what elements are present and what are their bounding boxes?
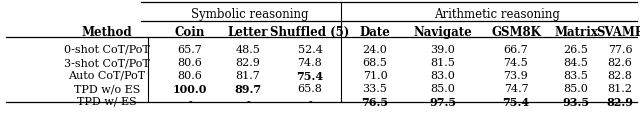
Text: 74.7: 74.7 <box>504 84 528 94</box>
Text: SVAMP: SVAMP <box>596 26 640 39</box>
Text: 65.8: 65.8 <box>298 84 323 94</box>
Text: 83.5: 83.5 <box>564 71 588 81</box>
Text: 85.0: 85.0 <box>564 84 588 94</box>
Text: 74.5: 74.5 <box>504 58 529 68</box>
Text: 100.0: 100.0 <box>173 84 207 95</box>
Text: 84.5: 84.5 <box>564 58 588 68</box>
Text: 81.5: 81.5 <box>431 58 456 68</box>
Text: 77.6: 77.6 <box>608 45 632 55</box>
Text: Method: Method <box>82 26 132 39</box>
Text: -: - <box>308 97 312 107</box>
Text: 39.0: 39.0 <box>431 45 456 55</box>
Text: Letter: Letter <box>228 26 268 39</box>
Text: 33.5: 33.5 <box>363 84 387 94</box>
Text: 26.5: 26.5 <box>564 45 588 55</box>
Text: 97.5: 97.5 <box>429 97 456 108</box>
Text: 75.4: 75.4 <box>296 71 324 82</box>
Text: Matrix: Matrix <box>554 26 598 39</box>
Text: 52.4: 52.4 <box>298 45 323 55</box>
Text: Date: Date <box>360 26 390 39</box>
Text: 81.7: 81.7 <box>236 71 260 81</box>
Text: Coin: Coin <box>175 26 205 39</box>
Text: 82.6: 82.6 <box>607 58 632 68</box>
Text: 93.5: 93.5 <box>563 97 589 108</box>
Text: 75.4: 75.4 <box>502 97 529 108</box>
Text: 82.8: 82.8 <box>607 71 632 81</box>
Text: 81.2: 81.2 <box>607 84 632 94</box>
Text: -: - <box>188 97 192 107</box>
Text: 82.9: 82.9 <box>236 58 260 68</box>
Text: Arithmetic reasoning: Arithmetic reasoning <box>434 8 560 21</box>
Text: 80.6: 80.6 <box>177 58 202 68</box>
Text: 76.5: 76.5 <box>362 97 388 108</box>
Text: Symbolic reasoning: Symbolic reasoning <box>191 8 308 21</box>
Text: 48.5: 48.5 <box>236 45 260 55</box>
Text: Navigate: Navigate <box>413 26 472 39</box>
Text: 73.9: 73.9 <box>504 71 529 81</box>
Text: 66.7: 66.7 <box>504 45 529 55</box>
Text: GSM8K: GSM8K <box>491 26 541 39</box>
Text: 3-shot CoT/PoT: 3-shot CoT/PoT <box>64 58 150 68</box>
Text: 71.0: 71.0 <box>363 71 387 81</box>
Text: 83.0: 83.0 <box>431 71 456 81</box>
Text: TPD w/ ES: TPD w/ ES <box>77 97 137 107</box>
Text: Shuffled (5): Shuffled (5) <box>270 26 349 39</box>
Text: 68.5: 68.5 <box>363 58 387 68</box>
Text: 85.0: 85.0 <box>431 84 456 94</box>
Text: 80.6: 80.6 <box>177 71 202 81</box>
Text: -: - <box>246 97 250 107</box>
Text: Auto CoT/PoT: Auto CoT/PoT <box>68 71 145 81</box>
Text: 89.7: 89.7 <box>234 84 262 95</box>
Text: 0-shot CoT/PoT: 0-shot CoT/PoT <box>64 45 150 55</box>
Text: TPD w/o ES: TPD w/o ES <box>74 84 140 94</box>
Text: 65.7: 65.7 <box>178 45 202 55</box>
Text: 24.0: 24.0 <box>363 45 387 55</box>
Text: 74.8: 74.8 <box>298 58 323 68</box>
Text: 82.9: 82.9 <box>607 97 634 108</box>
